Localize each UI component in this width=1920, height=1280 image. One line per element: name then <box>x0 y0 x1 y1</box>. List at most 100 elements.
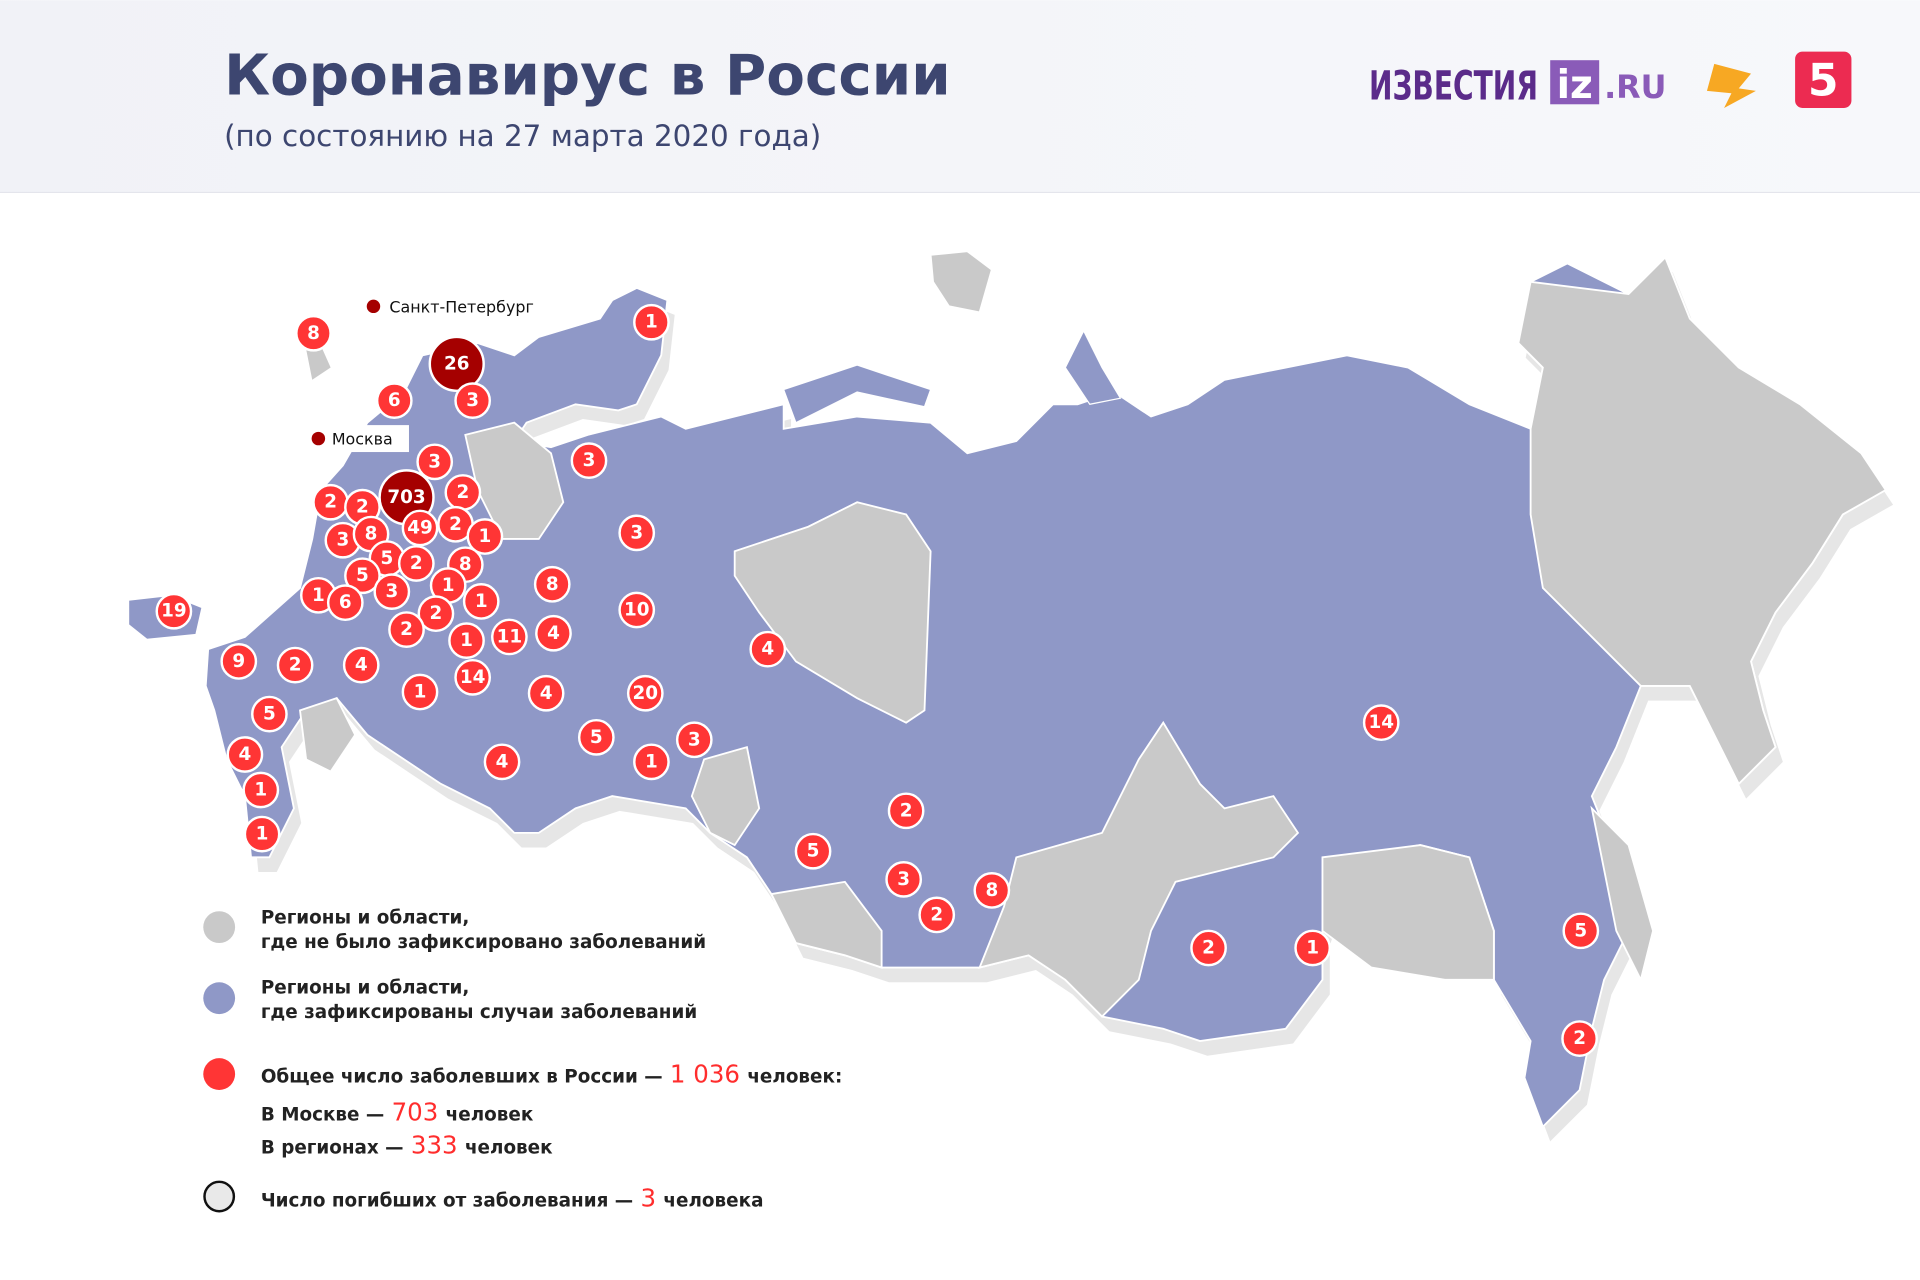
logo-ren <box>1706 63 1756 108</box>
case-count: 5 <box>1574 920 1587 941</box>
city-dot <box>366 299 381 314</box>
case-marker <box>448 622 485 659</box>
title: Коронавирус в России <box>224 43 951 108</box>
case-count: 2 <box>289 655 302 676</box>
case-marker <box>527 674 565 712</box>
island <box>306 345 331 380</box>
case-marker <box>344 557 381 595</box>
case-count: 1 <box>254 780 267 801</box>
case-count: 3 <box>466 390 479 411</box>
case-count: 4 <box>239 744 252 765</box>
legend-swatch <box>203 1180 236 1213</box>
case-count: 2 <box>356 497 369 518</box>
legend-text: В Москве — 703 человек <box>261 1098 534 1127</box>
case-marker <box>794 832 832 870</box>
case-marker <box>397 545 435 582</box>
case-count: 5 <box>356 565 369 586</box>
case-marker <box>1362 704 1400 742</box>
logo-izvestia: ИЗВЕСТИЯ <box>1369 61 1538 109</box>
case-count: 2 <box>400 619 413 640</box>
case-count: 2 <box>449 514 462 535</box>
legend-text: человек <box>446 1105 534 1126</box>
case-count: 14 <box>460 667 486 688</box>
case-count: 1 <box>479 526 492 547</box>
novaya-zemlya <box>782 364 932 424</box>
case-count: 1 <box>442 575 455 596</box>
case-count: 3 <box>897 869 910 890</box>
case-count: 2 <box>900 800 913 821</box>
case-count: 5 <box>263 704 276 725</box>
case-marker <box>633 743 670 781</box>
case-count: 1 <box>645 751 658 772</box>
legend-text: В регионах — 333 человек <box>261 1131 553 1160</box>
case-count: 1 <box>256 824 269 845</box>
case-marker <box>388 611 425 648</box>
case-count: 6 <box>388 390 401 411</box>
case-marker <box>226 736 264 773</box>
city-dot <box>311 431 326 446</box>
case-marker <box>618 591 656 629</box>
case-count: 8 <box>307 323 320 344</box>
case-marker <box>1561 1020 1598 1057</box>
case-marker <box>1562 912 1600 950</box>
map <box>127 250 1894 1142</box>
legend-text: В регионах — <box>261 1138 404 1159</box>
legend-text: человек <box>465 1138 553 1159</box>
case-count: 2 <box>930 904 943 925</box>
case-marker <box>416 443 454 481</box>
case-count: 703 <box>387 487 425 508</box>
case-marker <box>918 896 956 934</box>
case-count: 19 <box>161 601 187 622</box>
case-count: 20 <box>633 683 659 704</box>
legend-swatch <box>203 982 236 1015</box>
case-marker <box>973 872 1011 909</box>
legend-number: 333 <box>411 1131 458 1160</box>
case-marker <box>1190 929 1227 967</box>
legend-text: Регионы и области, <box>261 977 470 998</box>
legend-text: Общее число заболевших в России — 1 036 че… <box>261 1060 843 1089</box>
legend-text: человека <box>663 1190 763 1211</box>
case-marker <box>417 595 455 633</box>
case-count: 3 <box>688 729 701 750</box>
case-count: 4 <box>355 655 368 676</box>
case-marker <box>155 592 193 630</box>
case-count: 14 <box>1368 712 1394 733</box>
case-marker <box>466 518 504 555</box>
legend-text: Число погибших от заболевания — <box>261 1190 633 1211</box>
case-marker <box>243 815 281 853</box>
case-count: 26 <box>444 353 470 374</box>
case-count: 3 <box>630 522 643 543</box>
case-count: 2 <box>324 492 337 513</box>
case-count: 3 <box>428 451 441 472</box>
case-marker <box>428 335 485 393</box>
legend-text: Общее число заболевших в России — <box>261 1067 663 1088</box>
case-count: 2 <box>410 553 423 574</box>
logo-ru: .RU <box>1604 68 1666 106</box>
case-count: 4 <box>540 683 553 704</box>
severnaya-zemlya <box>1064 329 1122 405</box>
case-marker <box>251 695 288 733</box>
case-count: 4 <box>547 623 560 644</box>
case-marker <box>454 382 492 419</box>
case-count: 1 <box>312 585 325 606</box>
case-marker <box>491 618 528 656</box>
case-count: 49 <box>407 517 433 538</box>
case-marker <box>462 583 500 620</box>
case-marker <box>1294 929 1332 967</box>
case-count: 8 <box>985 880 998 901</box>
case-count: 5 <box>807 841 820 862</box>
logo-iz-box <box>1550 60 1600 105</box>
case-count: 1 <box>414 682 427 703</box>
case-marker <box>626 674 664 712</box>
case-count: 8 <box>459 554 472 575</box>
legend-text: В Москве — <box>261 1105 384 1126</box>
case-count: 3 <box>336 530 349 551</box>
case-marker <box>618 514 656 552</box>
legend-text: где не было зафиксировано заболеваний <box>261 932 706 953</box>
case-marker <box>483 743 521 781</box>
legend-text: Регионы и области, <box>261 907 470 928</box>
case-marker <box>220 643 258 680</box>
